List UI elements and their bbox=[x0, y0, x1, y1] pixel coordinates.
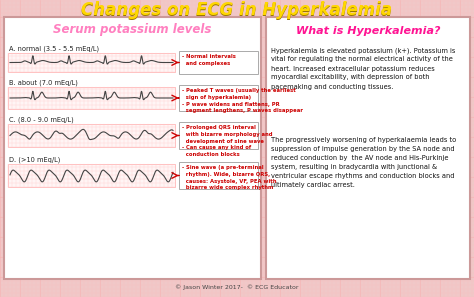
Text: - Sine wave (a pre-terminal
  rhythm). Wide, bizarre QRS,
  causes: Asystole, VF: - Sine wave (a pre-terminal rhythm). Wid… bbox=[182, 165, 276, 190]
Text: - Peaked T waves (usually the earliest
  sign of hyperkalemia)
- P wave widens a: - Peaked T waves (usually the earliest s… bbox=[182, 88, 303, 113]
Text: Hyperkalemia is elevated potassium (k+). Potassium is
vital for regulating the n: Hyperkalemia is elevated potassium (k+).… bbox=[271, 47, 456, 89]
Text: The progressively worsening of hyperkalaemia leads to
suppression of impulse gen: The progressively worsening of hyperkala… bbox=[271, 137, 456, 188]
Text: Changes on ECG in Hyperkalemia: Changes on ECG in Hyperkalemia bbox=[82, 2, 392, 20]
Text: What is Hyperkalemia?: What is Hyperkalemia? bbox=[296, 26, 440, 36]
FancyBboxPatch shape bbox=[8, 53, 175, 72]
FancyBboxPatch shape bbox=[266, 17, 470, 279]
Text: Serum potassium levels: Serum potassium levels bbox=[53, 23, 212, 36]
Text: A. normal (3.5 - 5.5 mEq/L): A. normal (3.5 - 5.5 mEq/L) bbox=[9, 45, 99, 52]
FancyBboxPatch shape bbox=[179, 85, 258, 111]
Text: C. (8.0 - 9.0 mEq/L): C. (8.0 - 9.0 mEq/L) bbox=[9, 116, 74, 123]
FancyBboxPatch shape bbox=[8, 124, 175, 147]
FancyBboxPatch shape bbox=[4, 17, 261, 279]
Text: - Normal intervals
  and complexes: - Normal intervals and complexes bbox=[182, 54, 236, 66]
FancyBboxPatch shape bbox=[8, 164, 175, 187]
Text: D. (>10 mEq/L): D. (>10 mEq/L) bbox=[9, 157, 60, 163]
Text: B. about (7.0 mEq/L): B. about (7.0 mEq/L) bbox=[9, 80, 78, 86]
Text: - Prolonged QRS interval
  with bizarre morphology and
  development of sine wav: - Prolonged QRS interval with bizarre mo… bbox=[182, 125, 273, 157]
Text: © Jason Winter 2017-  © ECG Educator: © Jason Winter 2017- © ECG Educator bbox=[175, 284, 299, 290]
Text: Changes on ECG in Hyperkalemia: Changes on ECG in Hyperkalemia bbox=[82, 1, 392, 19]
FancyBboxPatch shape bbox=[179, 51, 258, 74]
FancyBboxPatch shape bbox=[179, 162, 258, 189]
FancyBboxPatch shape bbox=[8, 87, 175, 109]
FancyBboxPatch shape bbox=[179, 122, 258, 149]
